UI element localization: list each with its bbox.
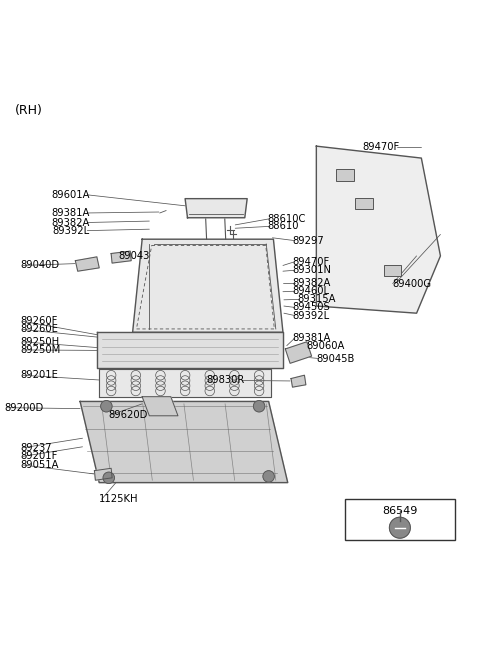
Text: 89297: 89297 — [292, 236, 324, 246]
Text: 89460L: 89460L — [292, 286, 329, 296]
Polygon shape — [80, 402, 288, 483]
Polygon shape — [97, 332, 283, 368]
Text: (RH): (RH) — [15, 104, 43, 117]
Text: 89315A: 89315A — [297, 294, 336, 305]
Text: 89381A: 89381A — [51, 208, 90, 218]
Polygon shape — [185, 198, 247, 217]
Text: 89620D: 89620D — [109, 410, 148, 420]
Polygon shape — [285, 342, 312, 364]
Text: 89830R: 89830R — [206, 375, 245, 386]
Text: 89201F: 89201F — [21, 451, 58, 461]
Text: 89470F: 89470F — [292, 257, 330, 267]
Text: 89045B: 89045B — [316, 354, 355, 364]
Text: 89250H: 89250H — [21, 337, 60, 346]
Circle shape — [101, 400, 112, 412]
Text: 89040D: 89040D — [21, 261, 60, 271]
Text: 89601A: 89601A — [51, 190, 90, 200]
Polygon shape — [95, 468, 112, 480]
Text: 89392L: 89392L — [52, 225, 90, 236]
FancyBboxPatch shape — [345, 499, 455, 540]
Text: 89382A: 89382A — [51, 217, 90, 227]
Circle shape — [103, 472, 115, 483]
Text: 86549: 86549 — [382, 506, 418, 515]
Bar — [356, 198, 372, 209]
Bar — [336, 169, 354, 181]
Text: 1125KH: 1125KH — [99, 495, 139, 504]
Text: 89237: 89237 — [21, 443, 52, 453]
Text: 89382A: 89382A — [292, 278, 331, 288]
Text: 89381A: 89381A — [292, 333, 331, 343]
Polygon shape — [132, 239, 283, 332]
Text: 89200D: 89200D — [5, 403, 44, 413]
Circle shape — [263, 471, 275, 482]
Polygon shape — [99, 369, 271, 397]
Text: 89450S: 89450S — [292, 303, 330, 312]
Polygon shape — [142, 397, 178, 416]
Text: 89201E: 89201E — [21, 370, 59, 380]
Text: 89051A: 89051A — [21, 460, 59, 470]
Circle shape — [389, 517, 410, 538]
Text: 88610: 88610 — [268, 221, 299, 231]
Text: 88610C: 88610C — [268, 214, 306, 224]
Polygon shape — [316, 146, 441, 313]
Polygon shape — [75, 257, 99, 271]
Text: 89301N: 89301N — [292, 265, 332, 275]
Bar — [384, 265, 401, 276]
Polygon shape — [291, 375, 306, 387]
Text: 89400G: 89400G — [393, 278, 432, 289]
Text: 89260E: 89260E — [21, 324, 59, 335]
Text: 89470F: 89470F — [362, 142, 400, 152]
Text: 89060A: 89060A — [307, 341, 345, 350]
Text: 89250M: 89250M — [21, 345, 61, 355]
Polygon shape — [111, 251, 131, 263]
Circle shape — [253, 400, 265, 412]
Text: 89043: 89043 — [118, 251, 150, 261]
Text: 89260F: 89260F — [21, 316, 58, 326]
Text: 89392L: 89392L — [292, 310, 330, 320]
